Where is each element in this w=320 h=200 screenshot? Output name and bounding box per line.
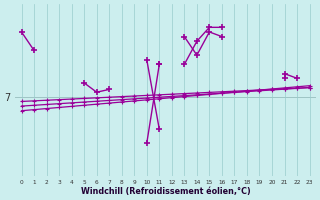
X-axis label: Windchill (Refroidissement éolien,°C): Windchill (Refroidissement éolien,°C) [81, 187, 251, 196]
